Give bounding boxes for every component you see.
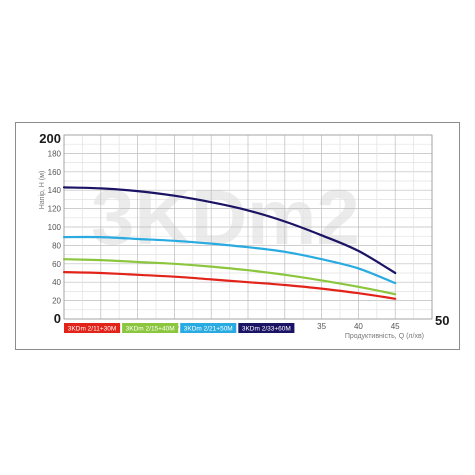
y-tick-label: 160 — [48, 168, 62, 177]
watermark-text: 3KDm2 — [91, 173, 360, 261]
series-line-3 — [62, 235, 397, 285]
legend-swatch-1 — [64, 323, 121, 333]
legend-label-2: 3KDm 2/15+40M — [126, 325, 175, 332]
legend: 3KDm 2/11+30M 3KDm 2/15+40M 3KDm 2/21+50M 3… — [64, 323, 295, 333]
chart-canvas: 3KDm2 2040608010012014016018051015202530… — [38, 131, 449, 340]
y-tick-label: 40 — [52, 278, 61, 287]
legend-label-4: 3KDm 2/33+60M — [242, 325, 291, 332]
x-tick-label: 45 — [391, 322, 400, 331]
y-tick-label: 20 — [52, 297, 61, 306]
series-line-1 — [62, 271, 397, 300]
y-tick-label: 180 — [48, 149, 62, 158]
series-line-4 — [62, 186, 397, 275]
series-line-2 — [62, 258, 397, 296]
x-axis-title: Продуктивність, Q (л/хв) — [345, 332, 424, 340]
y-axis-min-label: 0 — [54, 311, 61, 326]
legend-label-1: 3KDm 2/11+30M — [68, 325, 116, 332]
grid — [63, 134, 433, 320]
series-lines — [62, 186, 397, 300]
y-tick-label: 80 — [52, 241, 61, 250]
plot-frame — [63, 134, 433, 320]
y-tick-label: 140 — [48, 186, 62, 195]
y-axis-max-label: 200 — [39, 131, 61, 146]
y-tick-label: 120 — [48, 205, 62, 214]
legend-swatch-2 — [122, 323, 179, 333]
x-tick-label: 35 — [317, 322, 326, 331]
x-tick-label: 40 — [354, 322, 363, 331]
legend-swatch-4 — [238, 323, 295, 333]
legend-swatch-3 — [180, 323, 237, 333]
legend-label-3: 3KDm 2/21+50M — [184, 325, 233, 332]
y-tick-label: 60 — [52, 260, 61, 269]
pump-curve-chart: 3KDm2 2040608010012014016018051015202530… — [15, 122, 460, 350]
y-tick-label: 100 — [48, 223, 62, 232]
x-axis-max-label: 50 — [435, 313, 449, 328]
y-axis-title: Напір, H (м) — [38, 171, 46, 210]
